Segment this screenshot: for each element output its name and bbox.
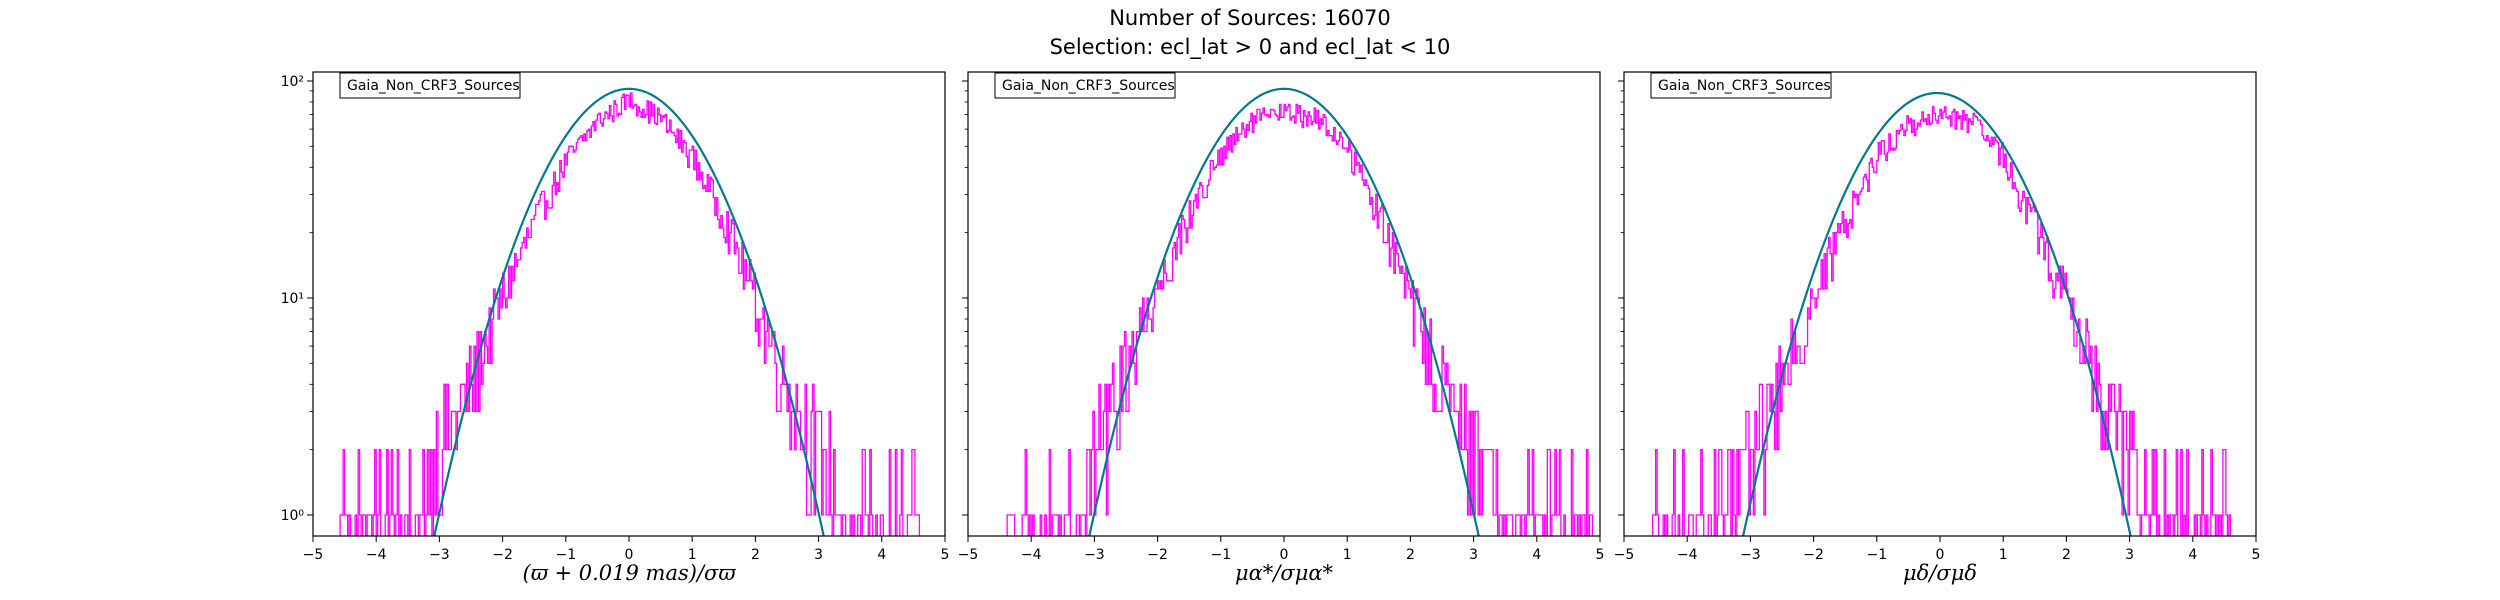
chart-panel-1: −5 −4 −3 −2 −1 0 1 2 3 4 5 10⁰ 10¹ 10² Gaia_Non_CRF3_S… bbox=[281, 71, 950, 585]
gaussian-fit-line bbox=[1088, 87, 1480, 536]
x-tick-label: 0 bbox=[1280, 547, 1289, 563]
chart-panel-3: −5 −4 −3 −2 −1 0 1 2 3 4 5 Gaia_Non_CRF3_Sources μδ/… bbox=[1614, 71, 2261, 585]
legend-label: Gaia_Non_CRF3_Sources bbox=[1002, 78, 1175, 94]
x-tick-label: −3 bbox=[1740, 547, 1761, 563]
histogram-series bbox=[1651, 106, 2232, 536]
x-tick-label: 4 bbox=[877, 547, 886, 563]
gaussian-fit-line bbox=[433, 87, 825, 536]
x-tick-label: −4 bbox=[366, 547, 387, 563]
chart-panel-2: −5 −4 −3 −2 −1 0 1 2 3 4 5 Gaia_Non_CRF3_Sources μα*… bbox=[958, 71, 1605, 585]
histogram-series bbox=[1006, 103, 1594, 536]
x-axis-label: μα*/σμα* bbox=[1235, 561, 1334, 585]
x-tick-label: −5 bbox=[303, 547, 324, 563]
legend-label: Gaia_Non_CRF3_Sources bbox=[1658, 78, 1831, 94]
x-tick-label: 5 bbox=[941, 547, 950, 563]
x-axis-label: (ϖ + 0.019 mas)/σϖ bbox=[523, 561, 737, 585]
x-tick-label: 1 bbox=[1343, 547, 1352, 563]
legend-box bbox=[994, 72, 1176, 99]
x-tick-label: 5 bbox=[1596, 547, 1605, 563]
x-tick-label: 2 bbox=[2062, 547, 2071, 563]
legend-box bbox=[1650, 72, 1832, 99]
figure-title-line1: Number of Sources: 16070 bbox=[1109, 6, 1391, 30]
axes-frame bbox=[312, 71, 946, 537]
x-tick-label: −3 bbox=[429, 547, 450, 563]
x-tick-label: −5 bbox=[1614, 547, 1635, 563]
x-tick-label: 3 bbox=[814, 547, 823, 563]
x-tick-label: −2 bbox=[492, 547, 513, 563]
x-tick-label: −1 bbox=[555, 547, 576, 563]
x-tick-label: −2 bbox=[1803, 547, 1824, 563]
figure-title-line2: Selection: ecl_lat > 0 and ecl_lat < 10 bbox=[1050, 35, 1451, 60]
y-tick-label: 10² bbox=[281, 74, 304, 90]
x-tick-label: −4 bbox=[1021, 547, 1042, 563]
gaussian-fit-line bbox=[1741, 91, 2132, 536]
x-tick-label: −3 bbox=[1084, 547, 1105, 563]
x-tick-label: 2 bbox=[751, 547, 760, 563]
legend-box bbox=[339, 72, 521, 99]
legend-label: Gaia_Non_CRF3_Sources bbox=[347, 78, 520, 94]
x-tick-label: −1 bbox=[1210, 547, 1231, 563]
x-tick-label: −4 bbox=[1677, 547, 1698, 563]
y-tick-label: 10¹ bbox=[281, 291, 304, 307]
x-tick-label: 0 bbox=[1936, 547, 1945, 563]
x-tick-label: 3 bbox=[2125, 547, 2134, 563]
x-tick-label: 4 bbox=[1532, 547, 1541, 563]
x-tick-label: 3 bbox=[1469, 547, 1478, 563]
x-tick-label: 4 bbox=[2188, 547, 2197, 563]
x-tick-label: −1 bbox=[1866, 547, 1887, 563]
x-tick-label: 2 bbox=[1406, 547, 1415, 563]
x-axis-label: μδ/σμδ bbox=[1903, 561, 1977, 585]
panels: −5 −4 −3 −2 −1 0 1 2 3 4 5 10⁰ 10¹ 10² Gaia_Non_CRF3_S… bbox=[281, 71, 2261, 585]
x-tick-label: 1 bbox=[1999, 547, 2008, 563]
x-tick-label: −5 bbox=[958, 547, 979, 563]
x-tick-label: 1 bbox=[688, 547, 697, 563]
x-tick-label: 0 bbox=[625, 547, 634, 563]
x-tick-label: 5 bbox=[2252, 547, 2261, 563]
axes-frame bbox=[967, 71, 1601, 537]
x-tick-label: −2 bbox=[1147, 547, 1168, 563]
y-tick-label: 10⁰ bbox=[281, 508, 305, 524]
histogram-series bbox=[339, 92, 921, 536]
